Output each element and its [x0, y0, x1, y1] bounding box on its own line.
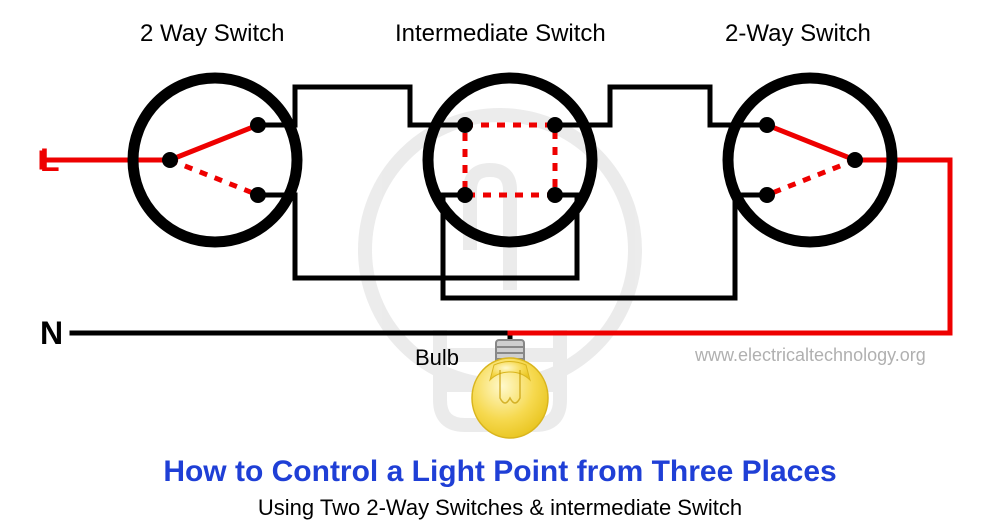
wiring-svg [0, 0, 1000, 530]
switch-2-label: Intermediate Switch [395, 20, 606, 48]
switch-1-label: 2 Way Switch [140, 20, 284, 48]
website-watermark: www.electricaltechnology.org [695, 345, 926, 366]
bulb-label: Bulb [415, 345, 459, 371]
diagram-subtitle: Using Two 2-Way Switches & intermediate … [0, 495, 1000, 521]
black-wires [72, 87, 767, 350]
diagram-canvas: 2 Way Switch Intermediate Switch 2-Way S… [0, 0, 1000, 530]
live-terminal-label: L [40, 142, 60, 179]
diagram-title: How to Control a Light Point from Three … [0, 455, 1000, 489]
switch-3-label: 2-Way Switch [725, 20, 871, 48]
neutral-terminal-label: N [40, 315, 63, 352]
